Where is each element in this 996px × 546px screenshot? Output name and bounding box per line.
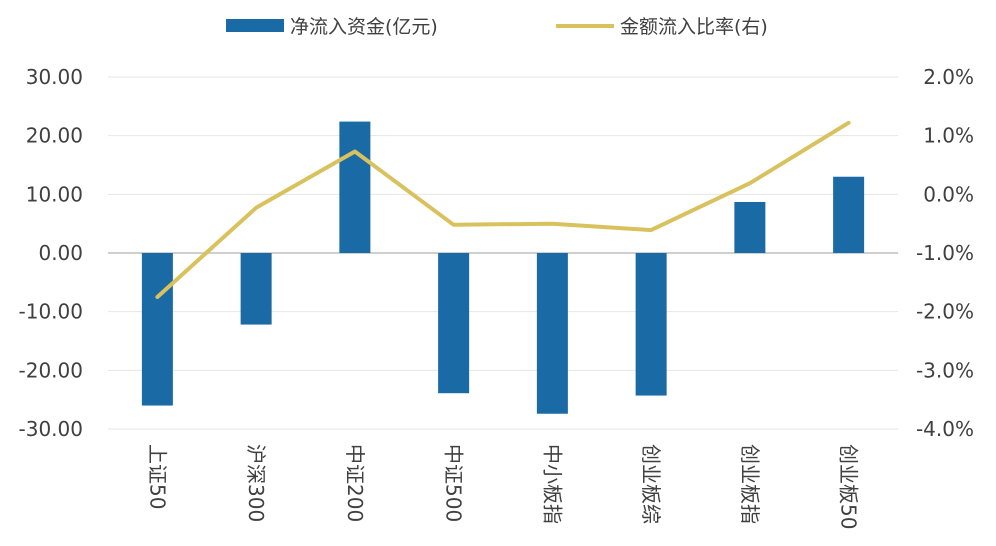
bar bbox=[734, 201, 766, 253]
bar bbox=[141, 253, 173, 406]
y-left-tick-label: -30.00 bbox=[19, 417, 83, 441]
bar bbox=[339, 121, 371, 253]
bar bbox=[635, 253, 667, 396]
x-tick-label: 创业板指 bbox=[738, 444, 762, 524]
line-point bbox=[749, 182, 751, 184]
line-point bbox=[453, 224, 455, 226]
y-right-tick-label: 2.0% bbox=[923, 65, 974, 89]
y-left-tick-label: -20.00 bbox=[19, 358, 83, 382]
x-tick-label: 上证50 bbox=[145, 444, 169, 509]
y-left-tick-label: 0.00 bbox=[38, 241, 83, 265]
bar bbox=[536, 253, 568, 414]
y-left-tick-label: 30.00 bbox=[26, 65, 83, 89]
y-right-tick-label: -1.0% bbox=[916, 241, 974, 265]
x-tick-label: 中证500 bbox=[442, 444, 466, 522]
line-path bbox=[155, 120, 851, 299]
y-right-tick-label: 0.0% bbox=[923, 182, 974, 206]
y-left-tick-label: 10.00 bbox=[26, 182, 83, 206]
y-axis-right: 2.0% 1.0% 0.0% -1.0% -2.0% -3.0% -4.0% bbox=[916, 65, 974, 441]
y-left-tick-label: 20.00 bbox=[26, 124, 83, 148]
line-point bbox=[848, 122, 850, 124]
y-right-tick-label: -3.0% bbox=[916, 358, 974, 382]
x-tick-label: 中证200 bbox=[343, 444, 367, 522]
line-point bbox=[354, 151, 356, 153]
legend: 净流入资金(亿元) 金额流入比率(右) bbox=[226, 16, 768, 38]
legend-label-line: 金额流入比率(右) bbox=[620, 16, 768, 38]
line-point bbox=[156, 296, 158, 298]
line-series bbox=[155, 120, 851, 299]
gridlines bbox=[108, 76, 898, 430]
bar bbox=[833, 176, 865, 253]
bar bbox=[438, 253, 470, 394]
legend-label-bar: 净流入资金(亿元) bbox=[290, 16, 438, 38]
line-point bbox=[255, 207, 257, 209]
y-left-tick-label: -10.00 bbox=[19, 300, 83, 324]
legend-swatch-bar bbox=[226, 19, 284, 32]
y-axis-left: 30.00 20.00 10.00 0.00 -10.00 -20.00 -30.00 bbox=[19, 65, 83, 441]
bar-series bbox=[141, 121, 865, 414]
x-tick-label: 沪深300 bbox=[244, 444, 268, 522]
line-point bbox=[650, 229, 652, 231]
x-tick-label: 创业板50 bbox=[837, 444, 861, 529]
x-tick-label: 中小板指 bbox=[540, 444, 564, 524]
y-right-tick-label: 1.0% bbox=[923, 124, 974, 148]
bar bbox=[240, 253, 272, 325]
x-axis: 上证50 沪深300 中证200 中证500 中小板指 创业板综 创业板指 创业板50 bbox=[145, 444, 860, 529]
y-right-tick-label: -2.0% bbox=[916, 300, 974, 324]
y-right-tick-label: -4.0% bbox=[916, 417, 974, 441]
x-tick-label: 创业板综 bbox=[639, 444, 663, 524]
line-point bbox=[551, 223, 553, 225]
